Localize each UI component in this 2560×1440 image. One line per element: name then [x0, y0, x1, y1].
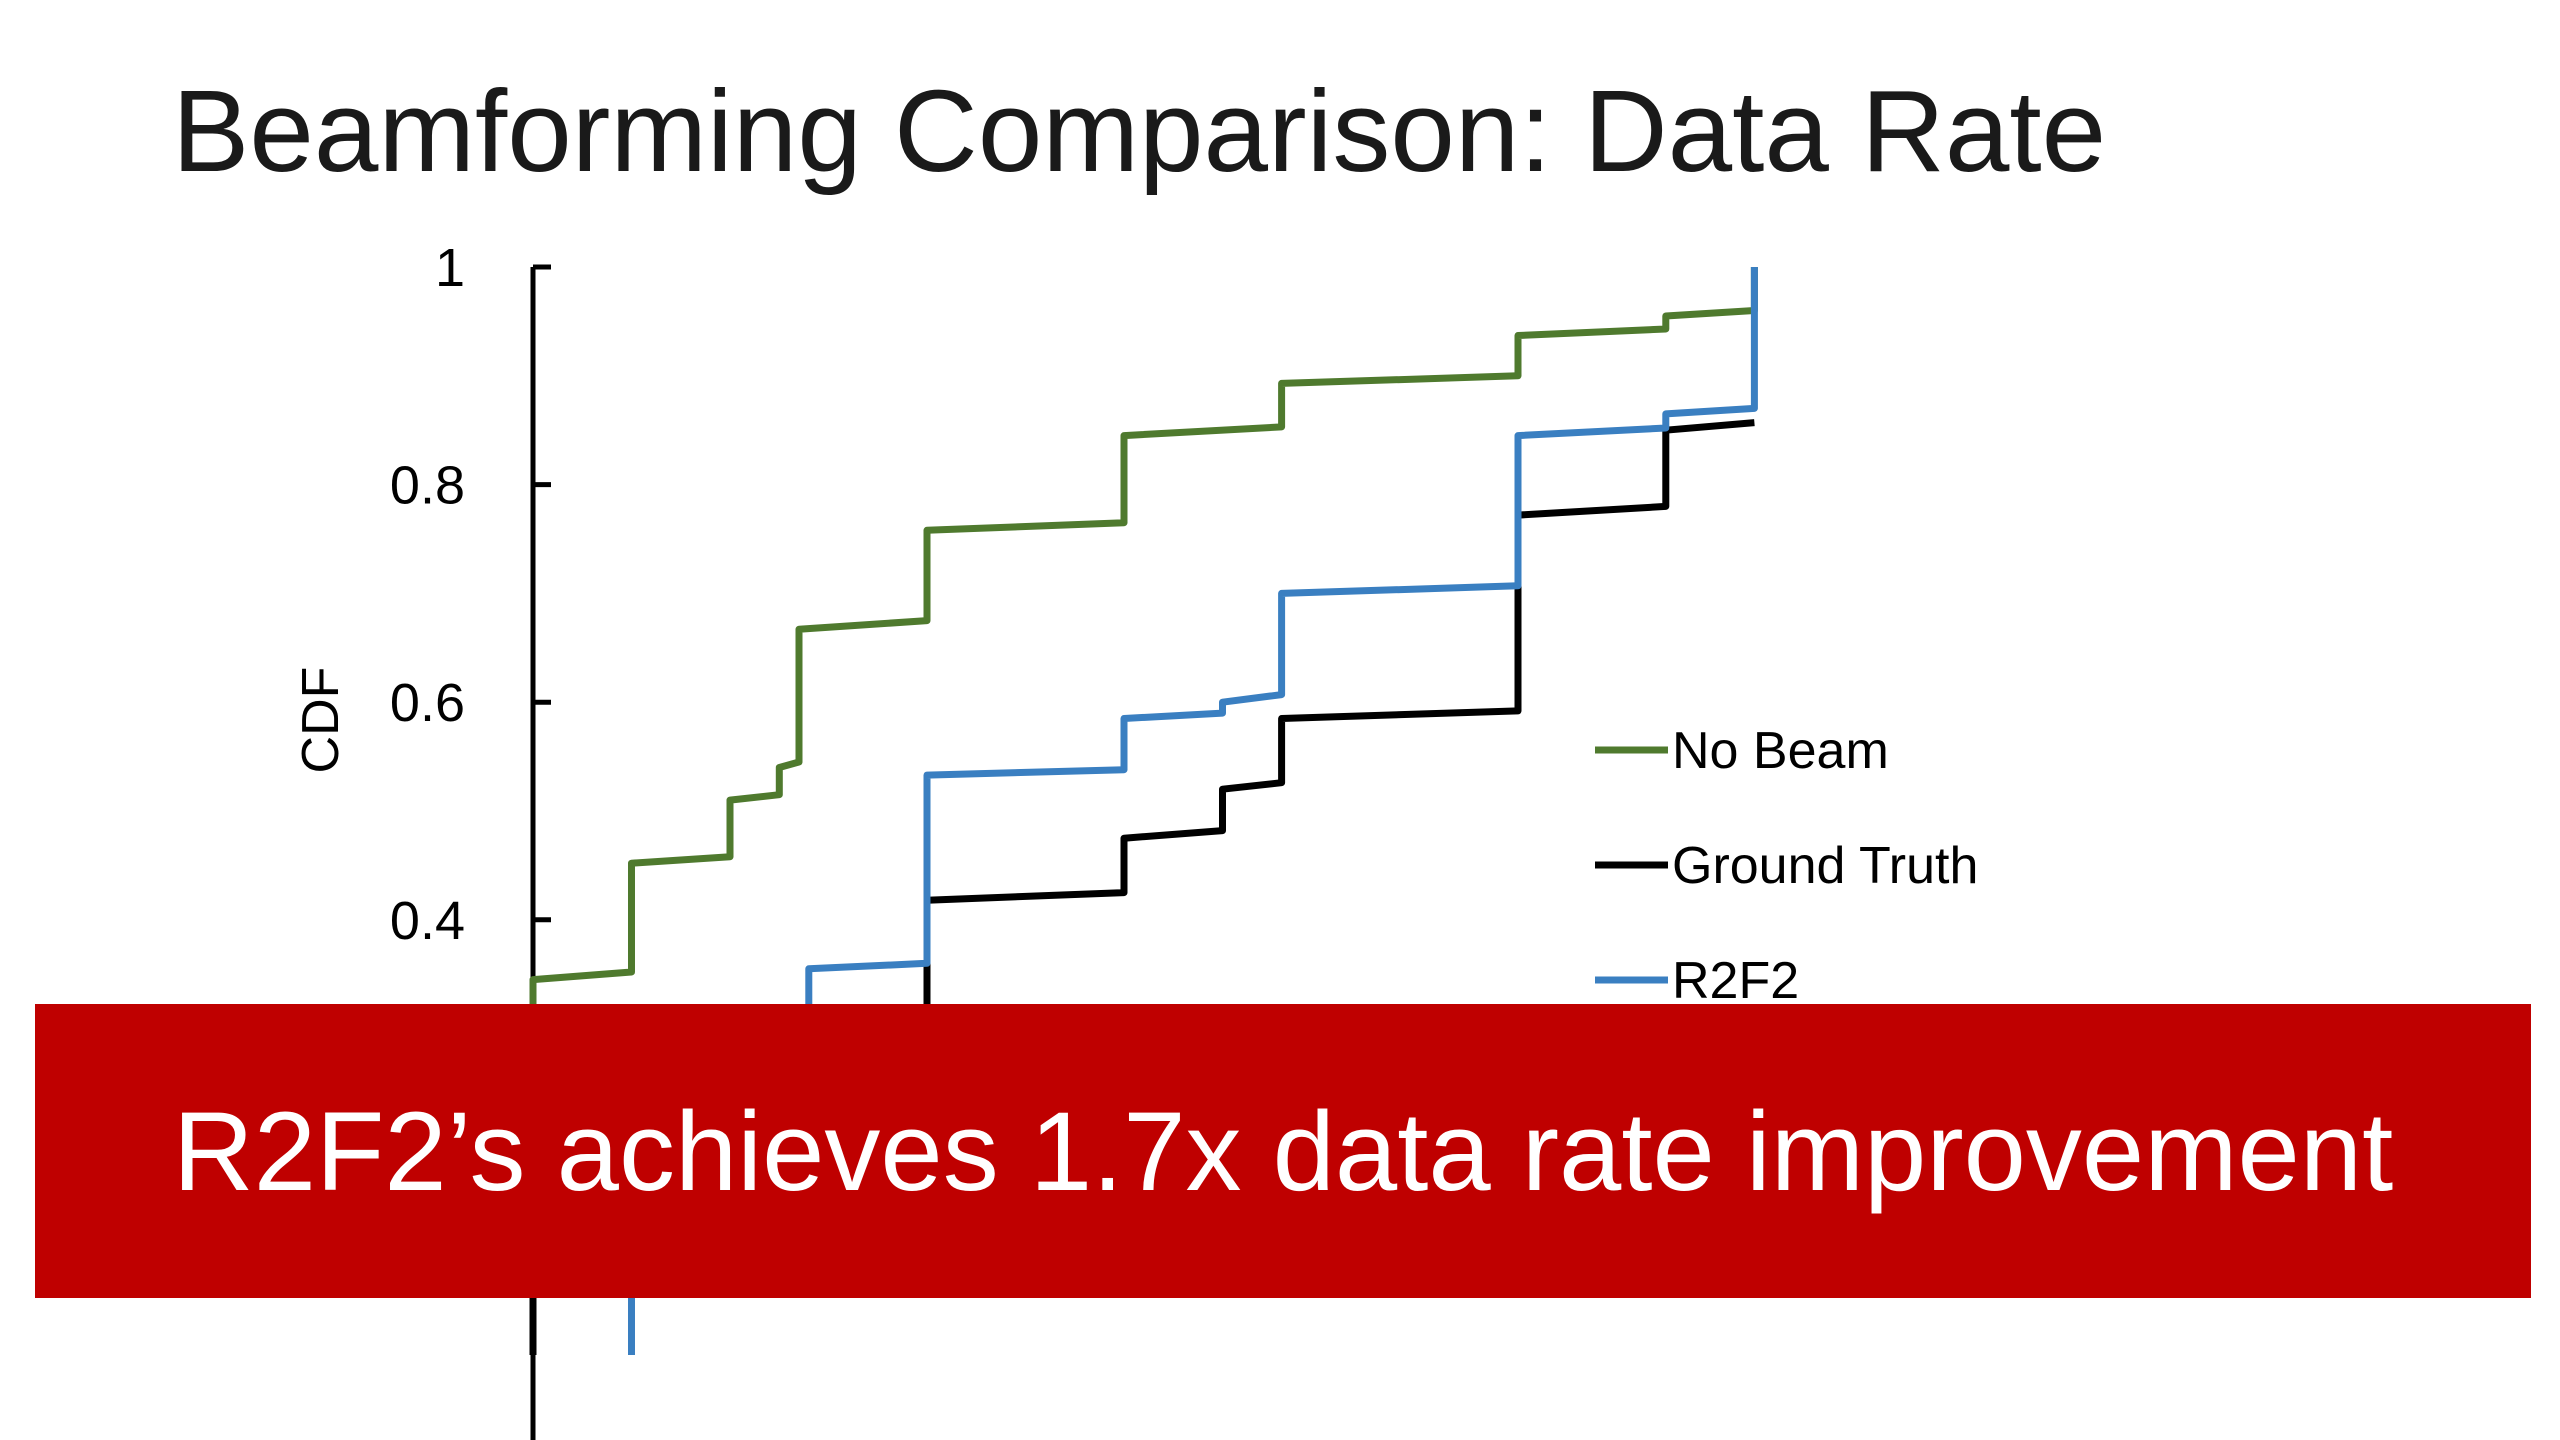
banner-text: R2F2’s achieves 1.7x data rate improveme…: [172, 1088, 2394, 1214]
takeaway-banner: R2F2’s achieves 1.7x data rate improveme…: [35, 1004, 2531, 1298]
legend-label-r2f2: R2F2: [1672, 952, 1799, 1010]
y-tick-label: 0.6: [390, 673, 465, 733]
y-tick-label: 0.8: [390, 456, 465, 516]
series-line-no-beam: [529, 267, 1758, 1355]
legend-label-no-beam: No Beam: [1672, 722, 1889, 780]
chart-legend: No Beam Ground Truth R2F2: [1595, 722, 1978, 1010]
y-tick-label: 1: [435, 238, 465, 298]
y-tick-label: 0.4: [390, 891, 465, 951]
y-axis-label: CDF: [292, 667, 350, 774]
slide-title: Beamforming Comparison: Data Rate: [172, 66, 2107, 196]
legend-label-ground-truth: Ground Truth: [1672, 837, 1978, 895]
